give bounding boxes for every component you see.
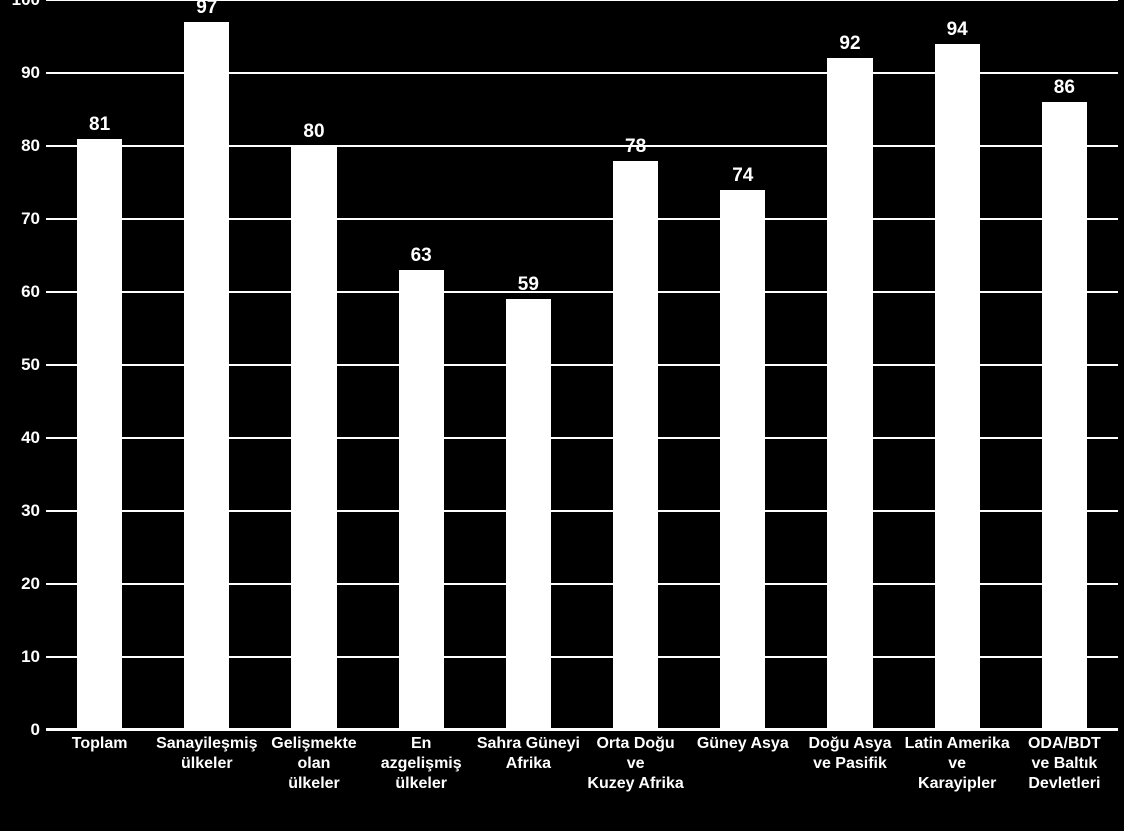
y-tick-label: 50 [0,355,40,375]
bar-value-label: 74 [732,165,753,187]
bar-value-label: 80 [303,121,324,143]
bar-slot: 81 [77,139,122,730]
bar-value-label: 86 [1054,77,1075,99]
x-category-label: Gelişmekte olan ülkeler [260,734,367,794]
bar: 81 [77,139,122,730]
x-category-label: Doğu Asya ve Pasifik [796,734,903,774]
gridline [46,437,1118,439]
gridline [46,510,1118,512]
bar-value-label: 97 [196,0,217,19]
y-tick-label: 40 [0,428,40,448]
bar-slot: 92 [827,58,872,730]
gridline [46,0,1118,1]
y-tick-label: 0 [0,720,40,740]
bar: 74 [720,190,765,730]
x-category-label: Güney Asya [689,734,796,754]
y-tick-label: 90 [0,63,40,83]
gridline [46,656,1118,658]
bar-value-label: 92 [839,33,860,55]
bar: 92 [827,58,872,730]
x-category-label: En azgelişmiş ülkeler [368,734,475,794]
bar: 86 [1042,102,1087,730]
y-tick-label: 80 [0,136,40,156]
bar-slot: 63 [399,270,444,730]
bar-value-label: 59 [518,274,539,296]
x-category-label: Latin Amerika ve Karayipler [904,734,1011,794]
bar-chart: 81978063597874929486 0102030405060708090… [0,0,1124,831]
x-category-label: ODA/BDT ve Baltık Devletleri [1011,734,1118,794]
x-category-label: Orta Doğu ve Kuzey Afrika [582,734,689,794]
x-axis-labels: ToplamSanayileşmiş ülkelerGelişmekte ola… [46,734,1118,831]
bar-slot: 97 [184,22,229,730]
bar-slot: 86 [1042,102,1087,730]
bar-slot: 78 [613,161,658,730]
x-category-label: Sanayileşmiş ülkeler [153,734,260,774]
y-tick-label: 70 [0,209,40,229]
y-tick-label: 30 [0,501,40,521]
bar-value-label: 81 [89,114,110,136]
y-tick-label: 60 [0,282,40,302]
x-category-label: Sahra Güneyi Afrika [475,734,582,774]
y-tick-label: 10 [0,647,40,667]
gridline [46,729,1118,731]
x-category-label: Toplam [46,734,153,754]
bar-value-label: 94 [947,19,968,41]
y-tick-label: 100 [0,0,40,10]
bar-value-label: 63 [411,245,432,267]
gridline [46,145,1118,147]
gridline [46,583,1118,585]
bar-slot: 74 [720,190,765,730]
gridline [46,364,1118,366]
gridline [46,291,1118,293]
gridline [46,72,1118,74]
gridline [46,218,1118,220]
y-tick-label: 20 [0,574,40,594]
bar: 78 [613,161,658,730]
bar: 63 [399,270,444,730]
bar: 97 [184,22,229,730]
